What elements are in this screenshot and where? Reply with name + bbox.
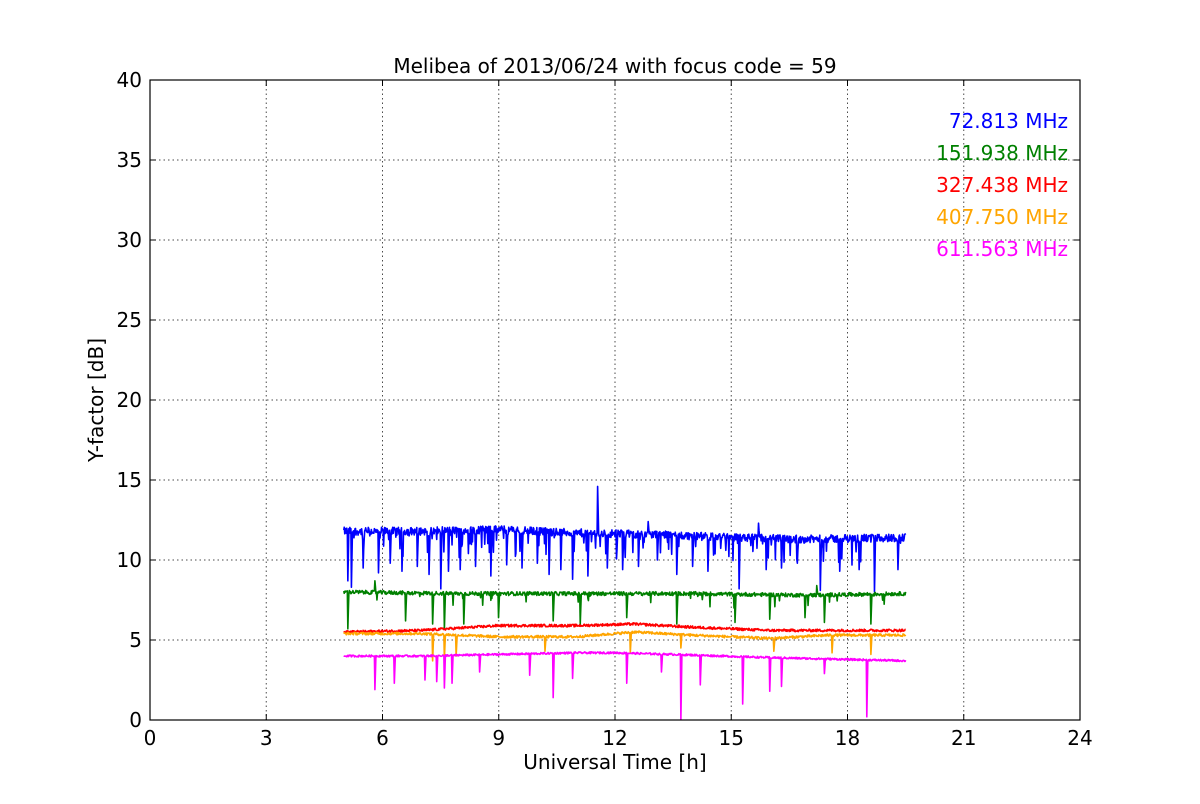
legend-label: 407.750 MHz: [936, 205, 1068, 229]
legend-label: 611.563 MHz: [936, 237, 1068, 261]
x-tick-label: 3: [260, 726, 273, 750]
series-line: [343, 622, 906, 634]
legend-label: 327.438 MHz: [936, 173, 1068, 197]
y-axis-title: Y-factor [dB]: [84, 338, 108, 463]
series-line: [342, 580, 907, 630]
y-tick-label: 40: [117, 68, 142, 92]
series-line: [343, 651, 907, 720]
x-axis-title: Universal Time [h]: [523, 750, 706, 774]
series-line: [342, 485, 907, 593]
y-tick-label: 5: [129, 628, 142, 652]
y-tick-label: 10: [117, 548, 142, 572]
tick-layer: 0 3 6 9 12 15 18 21 24 0 5 10 15 20 25 30 35 40: [117, 68, 1093, 750]
chart-title: Melibea of 2013/06/24 with focus code = …: [393, 54, 836, 78]
x-tick-label: 6: [376, 726, 389, 750]
x-tick-label: 18: [835, 726, 860, 750]
x-tick-label: 9: [492, 726, 505, 750]
x-tick-label: 0: [144, 726, 157, 750]
y-tick-label: 25: [117, 308, 142, 332]
x-tick-label: 24: [1067, 726, 1092, 750]
x-tick-label: 15: [719, 726, 744, 750]
x-tick-label: 21: [951, 726, 976, 750]
y-tick-label: 30: [117, 228, 142, 252]
series-layer: [342, 485, 907, 720]
legend-label: 72.813 MHz: [949, 109, 1068, 133]
grid-layer: [150, 80, 1080, 720]
legend: 72.813 MHz 151.938 MHz 327.438 MHz 407.750 …: [936, 109, 1068, 261]
y-tick-label: 15: [117, 468, 142, 492]
y-tick-label: 35: [117, 148, 142, 172]
y-tick-label: 0: [129, 708, 142, 732]
y-tick-label: 20: [117, 388, 142, 412]
series-line: [343, 630, 907, 662]
x-tick-label: 12: [602, 726, 627, 750]
legend-label: 151.938 MHz: [936, 141, 1068, 165]
